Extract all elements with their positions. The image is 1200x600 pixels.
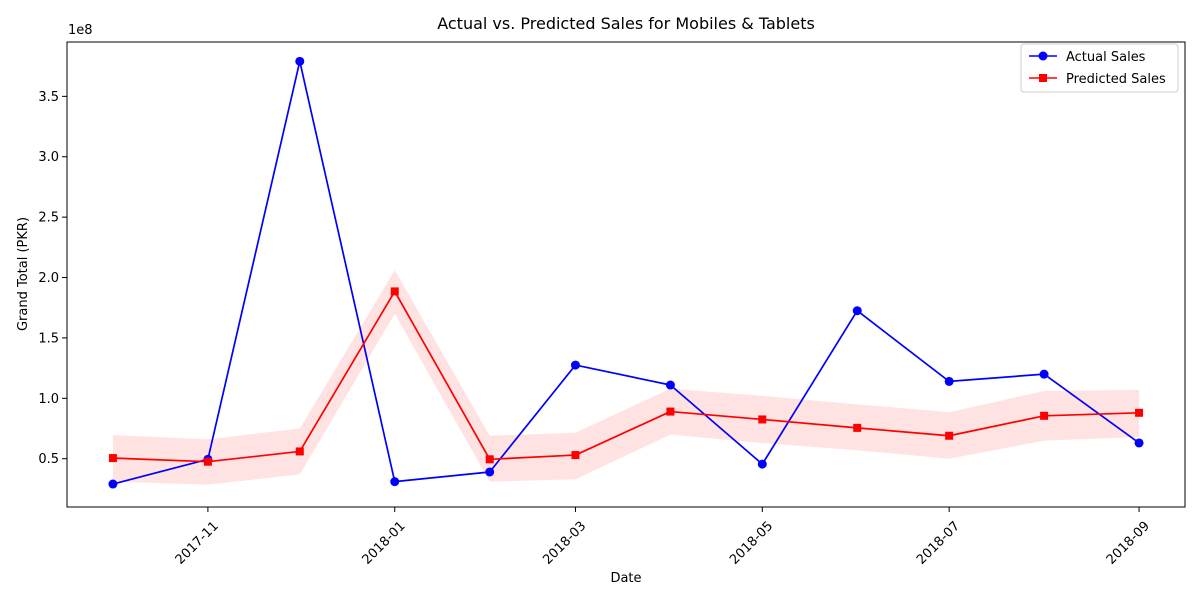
actual-sales-line xyxy=(112,60,1140,485)
actual-sales-point xyxy=(1134,438,1144,448)
legend: Actual Sales Predicted Sales xyxy=(1020,43,1179,93)
predicted-sales-point xyxy=(390,287,399,296)
predicted-sales-point xyxy=(758,415,767,424)
y-tick-label: 3.0 xyxy=(38,150,59,165)
actual-sales-point xyxy=(852,306,862,316)
predicted-sales-point xyxy=(853,423,862,432)
y-axis-ticks: 0.5 1.0 1.5 2.0 2.5 3.0 3.5 xyxy=(38,90,67,467)
predicted-sales-point xyxy=(485,455,494,464)
legend-marker-predicted xyxy=(1039,74,1047,82)
y-tick-label: 2.0 xyxy=(38,271,59,286)
predicted-sales-point xyxy=(203,457,212,466)
y-tick-label: 1.0 xyxy=(38,392,59,407)
plot-area-frame xyxy=(66,41,1186,508)
legend-label-predicted: Predicted Sales xyxy=(1066,72,1166,87)
y-tick-label: 0.5 xyxy=(38,452,59,467)
predicted-sales-point xyxy=(1040,411,1049,420)
predicted-sales-point xyxy=(666,407,675,416)
y-axis-label: Grand Total (PKR) xyxy=(16,217,31,331)
actual-sales-point xyxy=(757,459,767,469)
series-lines-layer xyxy=(112,60,1140,485)
predicted-sales-point xyxy=(295,447,304,456)
legend-frame xyxy=(1020,43,1179,93)
legend-marker-actual xyxy=(1038,51,1048,61)
actual-sales-point xyxy=(485,467,495,477)
actual-sales-point xyxy=(1039,369,1049,379)
series-markers-layer xyxy=(108,56,1144,489)
predicted-sales-point xyxy=(1135,408,1144,417)
y-tick-label: 3.5 xyxy=(38,90,59,105)
chart-title: Actual vs. Predicted Sales for Mobiles &… xyxy=(437,14,815,33)
prediction-interval-layer xyxy=(112,270,1140,485)
actual-sales-point xyxy=(108,479,118,489)
y-axis-offset-text: 1e8 xyxy=(68,23,93,38)
predicted-sales-line xyxy=(112,290,1140,463)
actual-sales-point xyxy=(944,376,954,386)
predicted-sales-point xyxy=(945,431,954,440)
y-tick-label: 1.5 xyxy=(38,331,59,346)
predicted-sales-point xyxy=(108,454,117,463)
legend-label-actual: Actual Sales xyxy=(1066,50,1146,65)
actual-sales-point xyxy=(665,380,675,390)
y-tick-label: 2.5 xyxy=(38,211,59,226)
prediction-interval-band xyxy=(112,270,1140,485)
x-axis-label: Date xyxy=(610,571,641,586)
actual-sales-point xyxy=(390,477,400,487)
actual-sales-point xyxy=(570,360,580,370)
predicted-sales-point xyxy=(571,451,580,460)
actual-sales-point xyxy=(295,56,305,66)
